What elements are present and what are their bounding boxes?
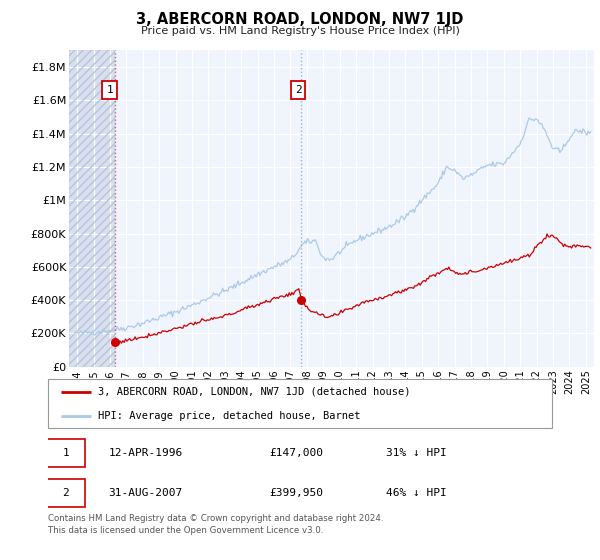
Bar xyxy=(69,50,115,367)
Text: 2: 2 xyxy=(62,488,69,498)
Bar xyxy=(69,50,115,367)
Text: 31% ↓ HPI: 31% ↓ HPI xyxy=(386,448,446,458)
Text: 1: 1 xyxy=(106,85,113,95)
FancyBboxPatch shape xyxy=(47,438,85,467)
FancyBboxPatch shape xyxy=(47,479,85,507)
Text: This data is licensed under the Open Government Licence v3.0.: This data is licensed under the Open Gov… xyxy=(48,526,323,535)
Text: 2: 2 xyxy=(295,85,301,95)
Text: £399,950: £399,950 xyxy=(270,488,324,498)
Text: £147,000: £147,000 xyxy=(270,448,324,458)
Text: 46% ↓ HPI: 46% ↓ HPI xyxy=(386,488,446,498)
Text: Contains HM Land Registry data © Crown copyright and database right 2024.: Contains HM Land Registry data © Crown c… xyxy=(48,514,383,522)
Text: 3, ABERCORN ROAD, LONDON, NW7 1JD: 3, ABERCORN ROAD, LONDON, NW7 1JD xyxy=(136,12,464,27)
Text: Price paid vs. HM Land Registry's House Price Index (HPI): Price paid vs. HM Land Registry's House … xyxy=(140,26,460,36)
Text: 31-AUG-2007: 31-AUG-2007 xyxy=(109,488,183,498)
Text: 1: 1 xyxy=(62,448,69,458)
FancyBboxPatch shape xyxy=(48,379,552,428)
Text: 3, ABERCORN ROAD, LONDON, NW7 1JD (detached house): 3, ABERCORN ROAD, LONDON, NW7 1JD (detac… xyxy=(98,387,411,397)
Text: HPI: Average price, detached house, Barnet: HPI: Average price, detached house, Barn… xyxy=(98,410,361,421)
Text: 12-APR-1996: 12-APR-1996 xyxy=(109,448,183,458)
